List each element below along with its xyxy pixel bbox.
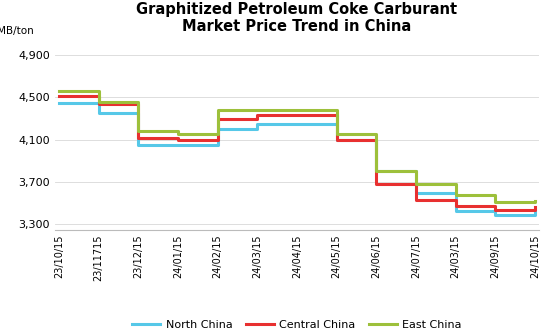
Line: Central China: Central China bbox=[59, 96, 535, 210]
North China bbox=[56, 101, 62, 105]
East China bbox=[333, 133, 340, 136]
Central China bbox=[373, 182, 380, 186]
Central China bbox=[95, 102, 102, 106]
East China bbox=[214, 108, 221, 112]
North China bbox=[333, 138, 340, 142]
North China bbox=[492, 213, 499, 217]
North China bbox=[532, 210, 538, 214]
North China bbox=[294, 122, 300, 126]
East China bbox=[532, 199, 538, 203]
East China bbox=[95, 100, 102, 104]
Central China bbox=[214, 117, 221, 121]
Line: North China: North China bbox=[59, 103, 535, 215]
Y-axis label: RMB/ton: RMB/ton bbox=[0, 26, 34, 35]
North China bbox=[175, 143, 182, 147]
Central China bbox=[294, 113, 300, 117]
East China bbox=[492, 200, 499, 204]
North China bbox=[412, 191, 419, 195]
North China bbox=[254, 122, 261, 126]
Central China bbox=[492, 208, 499, 212]
East China bbox=[56, 89, 62, 93]
Central China bbox=[135, 136, 141, 140]
Central China bbox=[333, 138, 340, 142]
Central China bbox=[56, 94, 62, 98]
Central China bbox=[412, 198, 419, 202]
North China bbox=[214, 127, 221, 131]
Central China bbox=[254, 113, 261, 117]
North China bbox=[453, 209, 459, 213]
East China bbox=[412, 182, 419, 186]
East China bbox=[294, 108, 300, 112]
East China bbox=[254, 108, 261, 112]
Legend: North China, Central China, East China: North China, Central China, East China bbox=[128, 315, 466, 328]
North China bbox=[95, 112, 102, 115]
East China bbox=[135, 129, 141, 133]
North China bbox=[135, 143, 141, 147]
East China bbox=[453, 193, 459, 197]
Title: Graphitized Petroleum Coke Carburant
Market Price Trend in China: Graphitized Petroleum Coke Carburant Mar… bbox=[136, 2, 458, 34]
Central China bbox=[532, 205, 538, 209]
East China bbox=[175, 133, 182, 136]
Line: East China: East China bbox=[59, 91, 535, 202]
North China bbox=[373, 170, 380, 174]
Central China bbox=[453, 204, 459, 208]
Central China bbox=[175, 138, 182, 142]
East China bbox=[373, 170, 380, 174]
